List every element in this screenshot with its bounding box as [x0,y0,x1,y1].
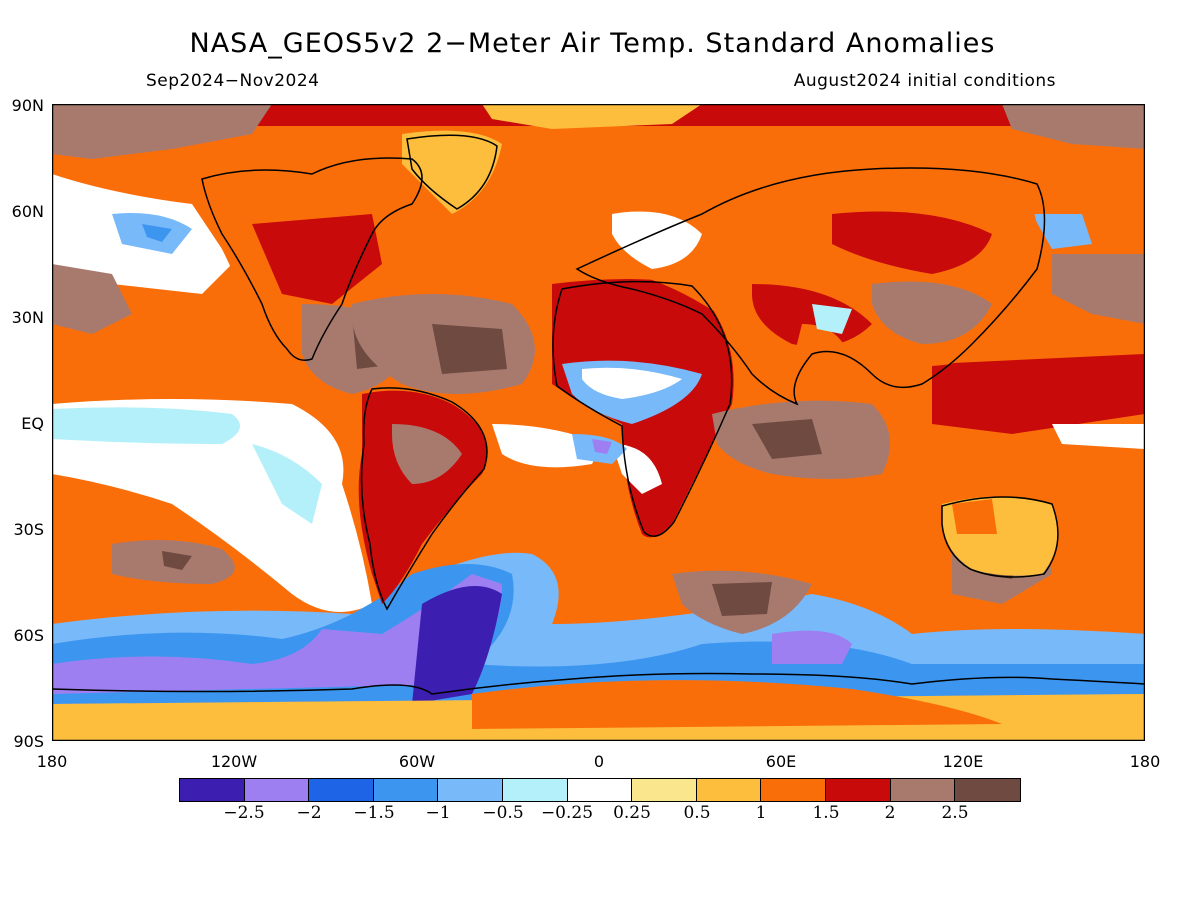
lat-label-eq: EQ [21,414,44,433]
forecast-period: Sep2024−Nov2024 [146,71,320,91]
lat-label-90s: 90S [13,732,44,751]
legend-swatch [567,779,633,801]
legend-label: 0.25 [613,803,651,823]
legend-swatch [373,779,439,801]
legend-swatch [825,779,891,801]
lat-label-60s: 60S [13,626,44,645]
legend-swatch [955,779,1020,801]
legend-swatch [180,779,245,801]
initial-conditions: August2024 initial conditions [793,71,1056,91]
legend-label: −2.5 [223,803,265,823]
lon-label-60e: 60E [765,752,797,771]
legend-label: −1 [425,803,451,823]
legend-swatch [761,779,826,801]
legend-swatch [890,779,956,801]
legend-label: −0.25 [540,803,594,823]
legend-label: 0.5 [683,803,711,823]
legend-label: −1.5 [353,803,395,823]
lat-label-30n: 30N [11,308,44,327]
legend-swatch [696,779,762,801]
lon-label-120w: 120W [210,752,258,771]
color-legend [179,778,1021,802]
legend-swatch [502,779,568,801]
lat-label-60n: 60N [11,202,44,221]
lon-label-60w: 60W [398,752,436,771]
anomaly-fields [52,104,1145,741]
legend-swatch [632,779,697,801]
coastlines [52,134,1145,695]
legend-swatch [309,779,374,801]
legend-label: 1 [755,803,767,823]
lon-label-180w: 180 [36,752,68,771]
lon-label-180e: 180 [1129,752,1161,771]
lat-label-30s: 30S [13,520,44,539]
anomaly-map [52,104,1145,741]
legend-label: 2 [884,803,896,823]
lon-label-0: 0 [593,752,605,771]
map-title: NASA_GEOS5v2 2−Meter Air Temp. Standard … [189,28,996,59]
legend-label: −0.5 [482,803,524,823]
legend-label: 2.5 [941,803,969,823]
map-frame [52,104,1145,741]
legend-swatch [244,779,310,801]
legend-swatch [438,779,503,801]
legend-label: 1.5 [812,803,840,823]
legend-label: −2 [296,803,322,823]
lon-label-120e: 120E [942,752,984,771]
lat-label-90n: 90N [11,96,44,115]
